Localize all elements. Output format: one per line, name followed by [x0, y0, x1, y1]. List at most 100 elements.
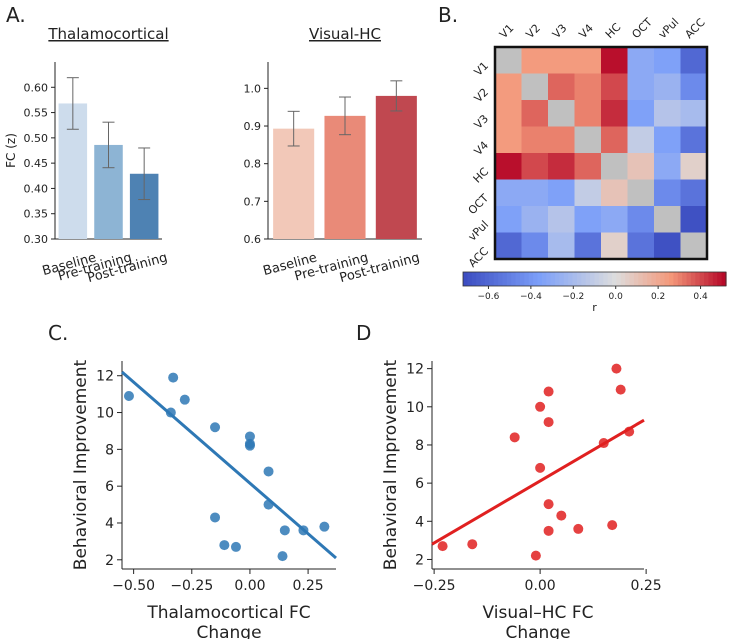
y-tick-label: 10 [406, 400, 424, 416]
heatmap-cell [495, 47, 522, 74]
scatter-point [467, 539, 478, 550]
scatter-point [607, 520, 618, 531]
scatter-point [535, 401, 546, 412]
heatmap-row-label: V2 [472, 86, 491, 105]
colorbar-segment [576, 272, 582, 286]
heatmap-cell [627, 206, 655, 233]
colorbar-segment [559, 272, 565, 286]
heatmap-col-label: V3 [550, 22, 569, 41]
scatter-point [244, 440, 255, 451]
colorbar-segment [528, 272, 534, 286]
scatter-point [277, 551, 288, 562]
heatmap-cell [574, 153, 602, 180]
heatmap-row-label: HC [471, 165, 492, 186]
colorbar-segment [629, 272, 635, 286]
scatter-point [279, 525, 290, 536]
scatter-point [179, 394, 190, 405]
colorbar-segment [563, 272, 569, 286]
heatmap-cell [495, 206, 522, 233]
heatmap-cell [495, 73, 522, 101]
x-axis-label-line: Change [505, 623, 570, 639]
heatmap-col-label: HC [603, 20, 624, 41]
scatter-point [543, 417, 554, 428]
scatter-point [543, 499, 554, 510]
colorbar-segment [647, 272, 653, 286]
heatmap-cell [521, 153, 549, 180]
y-tick-label: 0.30 [24, 233, 49, 246]
heatmap-cell [548, 232, 575, 260]
colorbar-segment [633, 272, 639, 286]
y-tick-label: 0.6 [244, 233, 262, 246]
panel-label-d: D [356, 321, 371, 345]
y-tick-label: 8 [105, 442, 114, 458]
y-tick-label: 8 [415, 438, 424, 454]
scatter-point [244, 431, 255, 442]
colorbar-segment [546, 272, 552, 286]
regression-line [121, 370, 337, 560]
colorbar-segment [498, 272, 504, 286]
chart-title: Thalamocortical [47, 25, 168, 43]
x-tick-label: −0.25 [413, 578, 456, 594]
heatmap-cell [521, 232, 549, 260]
scatter-point [543, 386, 554, 397]
scatter-point [168, 372, 179, 383]
scatter-point [123, 390, 134, 401]
heatmap-cell [521, 126, 549, 154]
colorbar-segment [660, 272, 666, 286]
colorbar-segment [620, 272, 626, 286]
heatmap-cell [654, 126, 681, 154]
colorbar-segment [690, 272, 696, 286]
heatmap-cell [601, 153, 628, 180]
heatmap-cell [680, 179, 708, 207]
colorbar-segment [603, 272, 609, 286]
heatmap-cell [654, 73, 681, 101]
colorbar-segment [704, 272, 710, 286]
scatter-point [615, 384, 626, 395]
heatmap-row-label: V4 [472, 139, 491, 158]
heatmap-cell [495, 153, 522, 180]
x-axis-label: Thalamocortical FC Change [146, 603, 310, 639]
heatmap-cell [627, 47, 655, 74]
scatter-point [573, 523, 584, 534]
colorbar-segment [686, 272, 692, 286]
y-tick-label: 0.60 [24, 81, 49, 94]
chart-title: Visual-HC [309, 25, 381, 43]
heatmap-cell [654, 232, 681, 260]
heatmap-cell [574, 47, 602, 74]
heatmap-cell [680, 153, 708, 180]
heatmap-frame [493, 45, 709, 261]
heatmap-cell [680, 47, 708, 74]
heatmap-cell [548, 100, 575, 127]
y-tick-label: 0.35 [24, 208, 49, 221]
colorbar-tick-label: 0.2 [651, 292, 665, 302]
y-tick-label: 0.7 [244, 195, 262, 208]
heatmap-cell [601, 126, 628, 154]
colorbar-segment [541, 272, 547, 286]
heatmap-row-label: ACC [466, 244, 491, 269]
heatmap-cell [548, 206, 575, 233]
scatter-point [611, 363, 622, 374]
heatmap-row-label: V1 [472, 59, 491, 78]
heatmap-cell [521, 206, 549, 233]
x-axis-label-line: Thalamocortical FC [146, 603, 310, 623]
heatmap-cell [654, 179, 681, 207]
heatmap-cell [654, 206, 681, 233]
colorbar-segment [712, 272, 718, 286]
scatter-point [543, 525, 554, 536]
x-tick-label: 0.25 [631, 578, 662, 594]
heatmap-cell [521, 73, 549, 101]
x-axis-label-line: Visual–HC FC [483, 603, 594, 623]
bar-chart-visual-hc: Visual-HC0.60.70.80.91.0BaselinePre-trai… [244, 25, 422, 286]
colorbar-segment [524, 272, 530, 286]
heatmap-cell [654, 47, 681, 74]
x-tick-label: 0.25 [293, 578, 324, 594]
colorbar-segment [590, 272, 596, 286]
heatmap-cell [654, 100, 681, 127]
bar-baseline [273, 128, 315, 239]
heatmap-cell [601, 73, 628, 101]
colorbar-tick-label: −0.6 [478, 292, 500, 302]
colorbar-segment [467, 272, 473, 286]
y-axis-label: Behavioral Improvement [71, 359, 91, 570]
colorbar-segment [555, 272, 561, 286]
